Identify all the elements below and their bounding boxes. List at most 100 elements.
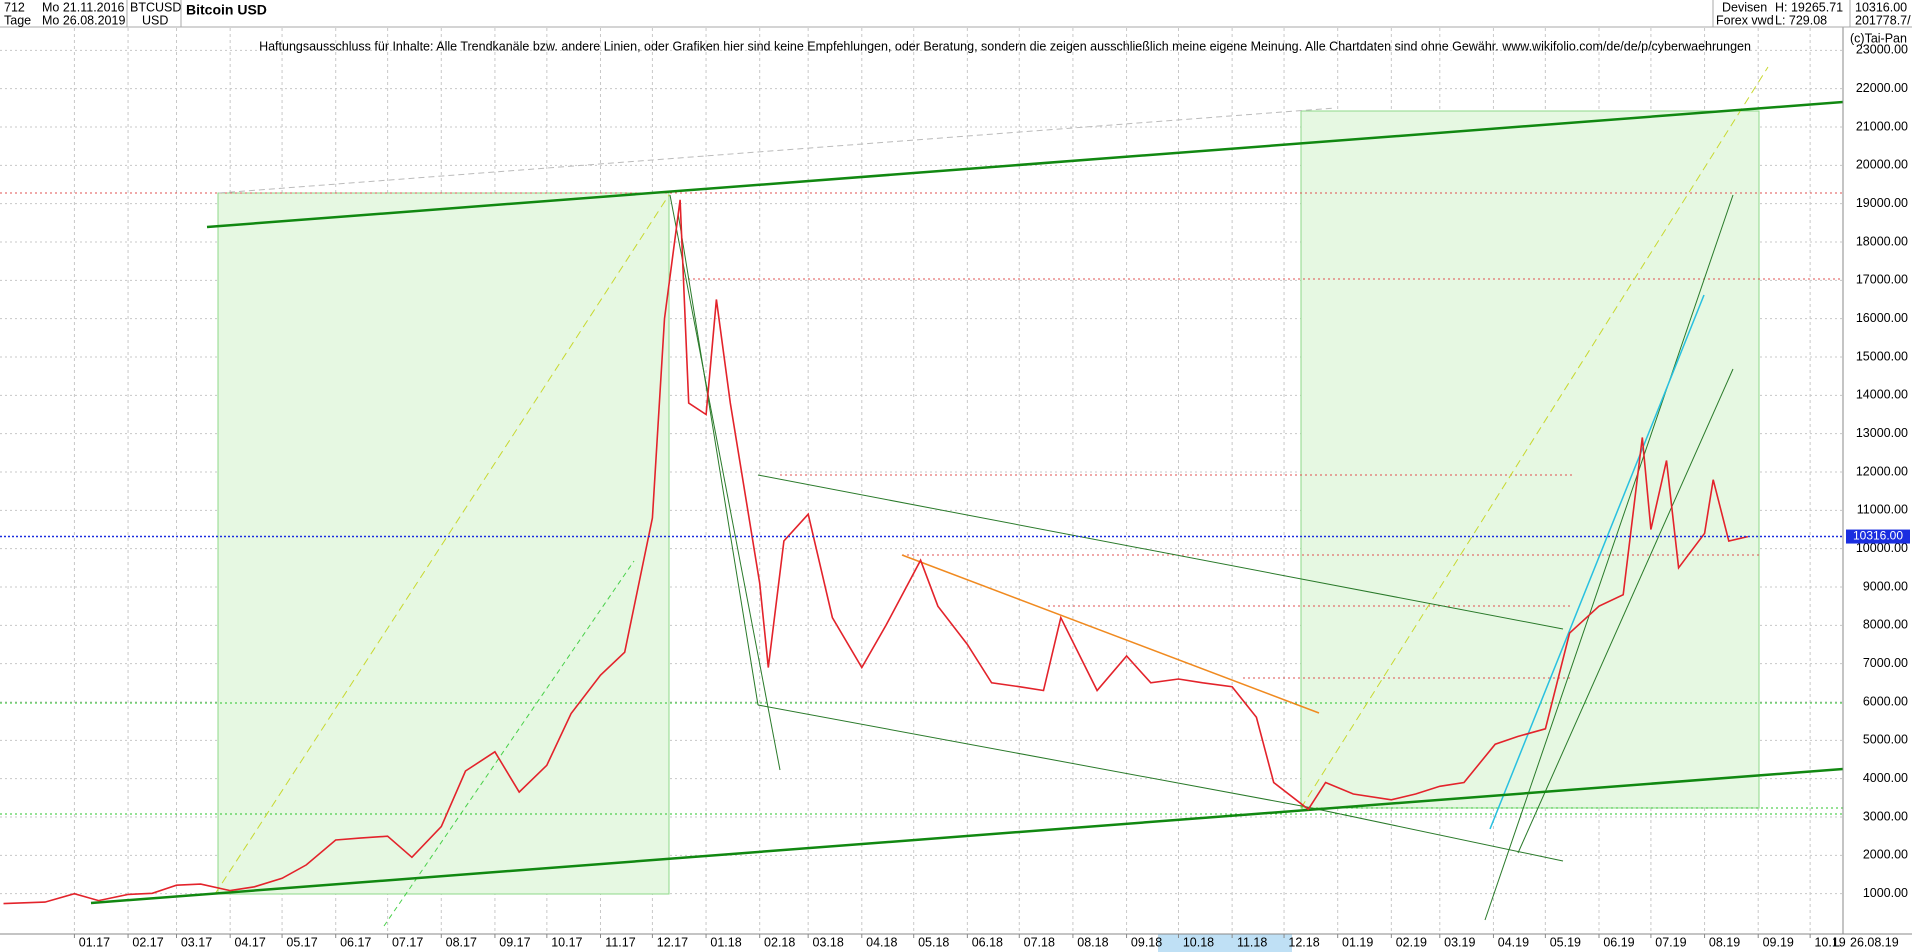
x-tick-label: 11.17 bbox=[605, 935, 635, 949]
x-tick-label: 07.18 bbox=[1024, 935, 1055, 949]
trend-line bbox=[218, 107, 1336, 194]
x-tick-label: 10.19 bbox=[1814, 935, 1845, 949]
x-tick-label: 02.18 bbox=[764, 935, 795, 949]
header-low: L: 729.08 bbox=[1775, 13, 1827, 27]
x-tick-label: 10.17 bbox=[551, 935, 582, 949]
x-tick-label: 02.19 bbox=[1396, 935, 1427, 949]
x-tick-label: 05.17 bbox=[286, 935, 317, 949]
header-high: H: 19265.71 bbox=[1775, 0, 1843, 14]
x-tick-label: 04.18 bbox=[866, 935, 897, 949]
y-tick-label: 19000.00 bbox=[1856, 196, 1908, 210]
x-tick-label: 04.17 bbox=[235, 935, 266, 949]
y-tick-label: 20000.00 bbox=[1856, 158, 1908, 172]
header-count: 712 bbox=[4, 0, 25, 14]
y-tick-label: 13000.00 bbox=[1856, 426, 1908, 440]
channel-line bbox=[206, 100, 1843, 229]
header-last: 10316.00 bbox=[1855, 0, 1907, 14]
trend-line bbox=[1306, 806, 1564, 862]
y-tick-label: 23000.00 bbox=[1856, 43, 1908, 57]
y-tick-label: 10000.00 bbox=[1856, 541, 1908, 555]
y-tick-label: 16000.00 bbox=[1856, 311, 1908, 325]
x-tick-label: 05.18 bbox=[918, 935, 949, 949]
x-tick-label: 12.18 bbox=[1288, 935, 1319, 949]
data bbox=[0, 199, 1843, 905]
trend-line bbox=[1300, 66, 1769, 809]
y-tick-label: 6000.00 bbox=[1863, 694, 1908, 708]
x-tick-label: 08.19 bbox=[1709, 935, 1740, 949]
last-price-label: 10316.00 bbox=[1853, 529, 1903, 543]
header-source: Forex vwd bbox=[1716, 13, 1774, 27]
x-tick-label: 06.19 bbox=[1603, 935, 1634, 949]
y-tick-label: 1000.00 bbox=[1863, 886, 1908, 900]
y-tick-label: 18000.00 bbox=[1856, 234, 1908, 248]
x-tick-label: 07.19 bbox=[1655, 935, 1686, 949]
trend-line bbox=[669, 194, 781, 771]
y-tick-label: 8000.00 bbox=[1863, 618, 1908, 632]
x-tick-label: 08.18 bbox=[1077, 935, 1108, 949]
y-tick-label: 12000.00 bbox=[1856, 464, 1908, 478]
y-tick-label: 4000.00 bbox=[1863, 771, 1908, 785]
x-tick-label: 09.19 bbox=[1763, 935, 1794, 949]
trend-line bbox=[1489, 294, 1705, 830]
vendor: (c)Tai-Pan bbox=[1850, 31, 1907, 45]
y-tick-label: 14000.00 bbox=[1856, 388, 1908, 402]
header-end: Mo 26.08.2019 bbox=[42, 13, 125, 27]
x-tick-label: 02.17 bbox=[132, 935, 163, 949]
header-bar bbox=[0, 0, 1912, 27]
header-period: Tage bbox=[4, 13, 31, 27]
x-axis-highlight bbox=[1158, 934, 1292, 952]
y-tick-label: 15000.00 bbox=[1856, 349, 1908, 363]
range-box bbox=[217, 192, 670, 895]
x-tick-label: 11.18 bbox=[1237, 935, 1267, 949]
axis-panel bbox=[1843, 0, 1912, 952]
x-tick-label: 09.18 bbox=[1131, 935, 1162, 949]
x-tick-label: 04.19 bbox=[1498, 935, 1529, 949]
y-tick-label: 7000.00 bbox=[1863, 656, 1908, 670]
x-tick-label: 03.17 bbox=[181, 935, 212, 949]
trend-line bbox=[214, 194, 670, 895]
trend-line bbox=[383, 560, 635, 927]
x-tick-label: 01.18 bbox=[710, 935, 741, 949]
y-tick-label: 21000.00 bbox=[1856, 119, 1908, 133]
x-tick-label: 03.18 bbox=[813, 935, 844, 949]
x-tick-label: 06.18 bbox=[972, 935, 1003, 949]
y-tick-label: 3000.00 bbox=[1863, 809, 1908, 823]
y-tick-label: 17000.00 bbox=[1856, 273, 1908, 287]
trend-line bbox=[757, 704, 1308, 808]
header-currency: USD bbox=[142, 13, 168, 27]
x-tick-label: 12.17 bbox=[657, 935, 688, 949]
y-tick-label: 5000.00 bbox=[1863, 733, 1908, 747]
header-symbol: BTCUSD bbox=[130, 0, 181, 14]
chart-title: Bitcoin USD bbox=[186, 2, 267, 18]
y-tick-label: 2000.00 bbox=[1863, 848, 1908, 862]
y-tick-label: 22000.00 bbox=[1856, 81, 1908, 95]
x-tick-label: 07.17 bbox=[392, 935, 423, 949]
y-tick-label: 9000.00 bbox=[1863, 579, 1908, 593]
footer-date: 26.08.19 bbox=[1850, 935, 1899, 949]
trend-line bbox=[757, 474, 1564, 630]
header-start: Mo 21.11.2016 bbox=[42, 0, 125, 14]
drawings bbox=[0, 66, 1843, 927]
x-tick-label: 09.17 bbox=[499, 935, 530, 949]
trend-line bbox=[901, 554, 1320, 714]
trend-line bbox=[1484, 194, 1734, 921]
trend-line bbox=[1517, 368, 1734, 854]
price-line bbox=[3, 199, 1748, 905]
x-tick-label: 06.17 bbox=[340, 935, 371, 949]
last-price-badge bbox=[1846, 529, 1910, 544]
x-tick-label: 01.17 bbox=[79, 935, 110, 949]
trend-line bbox=[677, 212, 759, 706]
range-box bbox=[1300, 110, 1760, 809]
x-tick-label: 01.19 bbox=[1342, 935, 1373, 949]
x-axis-strip bbox=[0, 934, 1912, 952]
header-market: Devisen bbox=[1722, 0, 1767, 14]
x-tick-label: 05.19 bbox=[1550, 935, 1581, 949]
disclaimer: Haftungsausschluss für Inhalte: Alle Tre… bbox=[259, 39, 1751, 53]
header-volume: 201778.7/ bbox=[1855, 13, 1911, 27]
footer-mode: L bbox=[1833, 935, 1840, 949]
x-tick-label: 03.19 bbox=[1444, 935, 1475, 949]
x-tick-label: 10.18 bbox=[1183, 935, 1214, 949]
y-tick-label: 11000.00 bbox=[1857, 503, 1908, 517]
